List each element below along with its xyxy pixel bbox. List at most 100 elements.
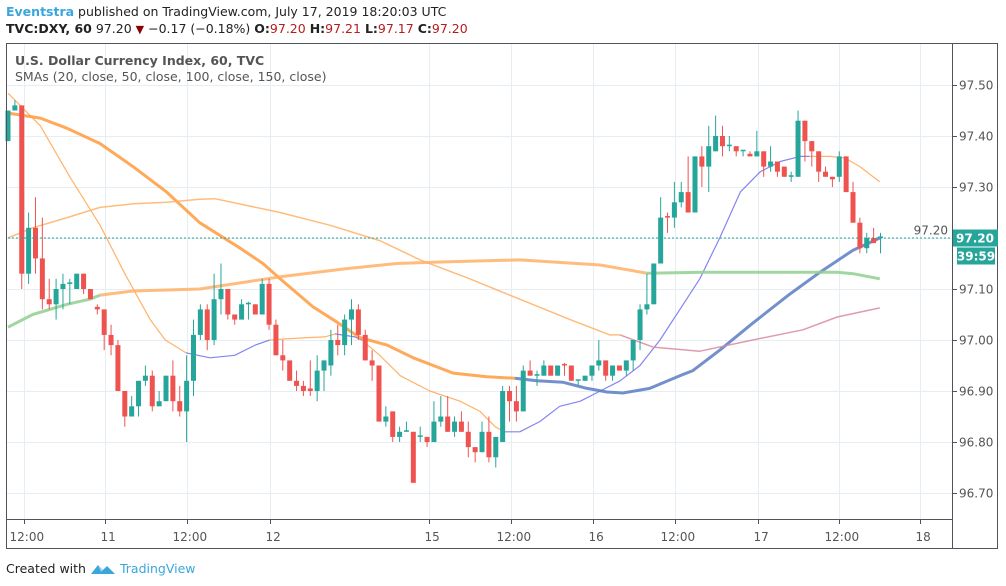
candle bbox=[376, 365, 382, 422]
candle bbox=[273, 319, 279, 356]
candle-body bbox=[479, 431, 485, 453]
candle bbox=[383, 406, 389, 427]
candle bbox=[115, 340, 121, 391]
author-link[interactable]: Eventstra bbox=[6, 4, 75, 19]
candle bbox=[245, 301, 251, 320]
candle bbox=[603, 360, 609, 381]
candle bbox=[163, 375, 169, 402]
candle-body bbox=[623, 360, 629, 371]
candle bbox=[486, 416, 492, 463]
time-tick-label: 17 bbox=[754, 530, 769, 544]
candle bbox=[781, 166, 787, 177]
candle-body bbox=[548, 365, 554, 376]
candle bbox=[94, 304, 100, 315]
candle-body bbox=[149, 375, 155, 407]
candle-body bbox=[527, 370, 533, 376]
candle bbox=[836, 151, 842, 182]
candle bbox=[390, 411, 396, 442]
tradingview-link[interactable]: TradingView bbox=[119, 561, 196, 576]
candle bbox=[733, 146, 739, 157]
candle bbox=[520, 365, 526, 412]
candle bbox=[568, 365, 574, 381]
candle bbox=[197, 304, 203, 340]
triangle-down-icon: ▼ bbox=[135, 23, 145, 36]
time-tick-label: 12:00 bbox=[661, 530, 696, 544]
candle-body bbox=[671, 202, 677, 218]
candle-body bbox=[864, 238, 870, 249]
candle bbox=[60, 273, 66, 310]
footer: Created with TradingView bbox=[6, 561, 196, 576]
candle-body bbox=[321, 360, 327, 371]
candle bbox=[507, 385, 513, 422]
price-tick-label: 97.50 bbox=[959, 79, 993, 93]
candle bbox=[108, 324, 114, 356]
candle bbox=[500, 385, 506, 442]
candle-body bbox=[616, 365, 622, 371]
sma-20-line bbox=[7, 92, 187, 354]
candle-body bbox=[507, 391, 513, 402]
candle bbox=[637, 304, 643, 351]
publish-info: Eventstra published on TradingView.com, … bbox=[6, 4, 446, 19]
price-change: −0.17 (−0.18%) bbox=[148, 21, 251, 36]
candle-body bbox=[335, 340, 341, 346]
candle bbox=[5, 110, 11, 142]
time-axis[interactable]: 12:00 11 12:00 12 15 12:00 16 12:00 17 12:00 18 bbox=[10, 519, 931, 544]
candle bbox=[452, 416, 458, 437]
candle bbox=[816, 151, 822, 182]
sma-lines bbox=[7, 92, 881, 433]
candle bbox=[129, 396, 135, 417]
sma-20-line bbox=[361, 339, 505, 433]
candle bbox=[300, 380, 306, 397]
candle bbox=[857, 217, 863, 254]
candle-body bbox=[871, 238, 877, 244]
indicator-legend[interactable]: SMAs (20, close, 50, close, 100, close, … bbox=[15, 69, 326, 84]
candle bbox=[493, 436, 499, 468]
candle-body bbox=[458, 421, 464, 432]
candle-body bbox=[259, 283, 265, 315]
candle bbox=[53, 278, 59, 320]
candle bbox=[658, 197, 664, 264]
price-tick-label: 96.70 bbox=[959, 487, 993, 501]
sma-150-line bbox=[99, 258, 648, 297]
candle bbox=[26, 212, 32, 284]
candle-body bbox=[129, 406, 135, 417]
candle-body bbox=[328, 340, 334, 366]
sma-20-line bbox=[185, 339, 270, 359]
candle-body bbox=[5, 110, 11, 142]
candle-body bbox=[520, 370, 526, 412]
close-value: 97.20 bbox=[431, 21, 468, 36]
candle bbox=[850, 181, 856, 223]
candle bbox=[225, 289, 231, 320]
candle-body bbox=[733, 146, 739, 152]
candle-body bbox=[300, 385, 306, 391]
candle-body bbox=[534, 374, 540, 376]
candle-body bbox=[156, 401, 162, 407]
candle-body bbox=[816, 151, 822, 172]
candle-body bbox=[768, 161, 774, 167]
candle-body bbox=[823, 171, 829, 177]
candle-body bbox=[513, 401, 519, 412]
candle bbox=[768, 146, 774, 172]
candle bbox=[561, 362, 567, 376]
candle-body bbox=[417, 435, 423, 437]
price-axis[interactable]: 97.50 97.40 97.30 97.20 97.10 97.00 96.90 96.80… bbox=[914, 79, 994, 501]
candle-body bbox=[802, 120, 808, 142]
candle bbox=[802, 120, 808, 162]
candle bbox=[149, 370, 155, 412]
candle bbox=[706, 125, 712, 193]
candle-body bbox=[596, 360, 602, 366]
candle-body bbox=[136, 380, 142, 407]
symbol: TVC:DXY, 60 bbox=[6, 21, 92, 36]
candle bbox=[122, 391, 128, 427]
candle bbox=[864, 232, 870, 254]
sma-50-line bbox=[7, 111, 516, 380]
candle bbox=[362, 329, 368, 361]
candle bbox=[740, 149, 746, 157]
candle-body bbox=[719, 136, 725, 147]
candle-body bbox=[761, 151, 767, 167]
chart-title: U.S. Dollar Currency Index, 60, TVC bbox=[15, 53, 264, 68]
candle bbox=[424, 436, 430, 448]
candle-body bbox=[486, 431, 492, 458]
candle-body bbox=[266, 283, 272, 325]
